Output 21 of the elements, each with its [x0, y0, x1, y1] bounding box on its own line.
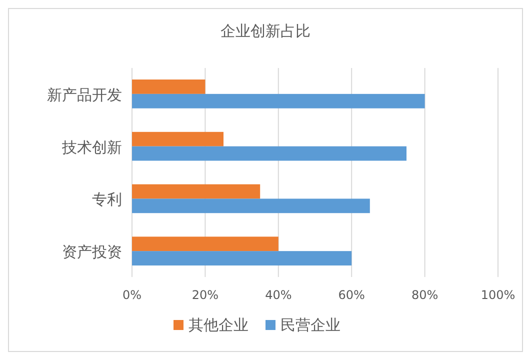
bar — [132, 80, 206, 94]
x-tick-label: 100% — [480, 288, 516, 302]
bar — [132, 251, 352, 266]
bar — [132, 184, 260, 199]
bar — [132, 236, 278, 252]
x-tick-label: 20% — [192, 288, 219, 302]
x-tick-label: 60% — [338, 288, 365, 302]
y-tick-label: 技术创新 — [61, 138, 122, 156]
bar — [132, 132, 224, 146]
y-tick-label: 新产品开发 — [47, 86, 122, 104]
chart-title: 企业创新占比 — [220, 22, 310, 40]
y-tick-label: 资产投资 — [62, 243, 122, 262]
legend-label: 其他企业 — [188, 316, 248, 334]
bar — [132, 94, 425, 108]
bar — [132, 146, 406, 161]
bar — [132, 198, 370, 214]
y-tick-label: 专利 — [92, 190, 122, 209]
x-tick-label: 40% — [265, 288, 292, 302]
x-tick-label: 0% — [122, 288, 142, 302]
legend-label: 民营企业 — [280, 316, 340, 334]
x-tick-label: 80% — [411, 288, 438, 302]
